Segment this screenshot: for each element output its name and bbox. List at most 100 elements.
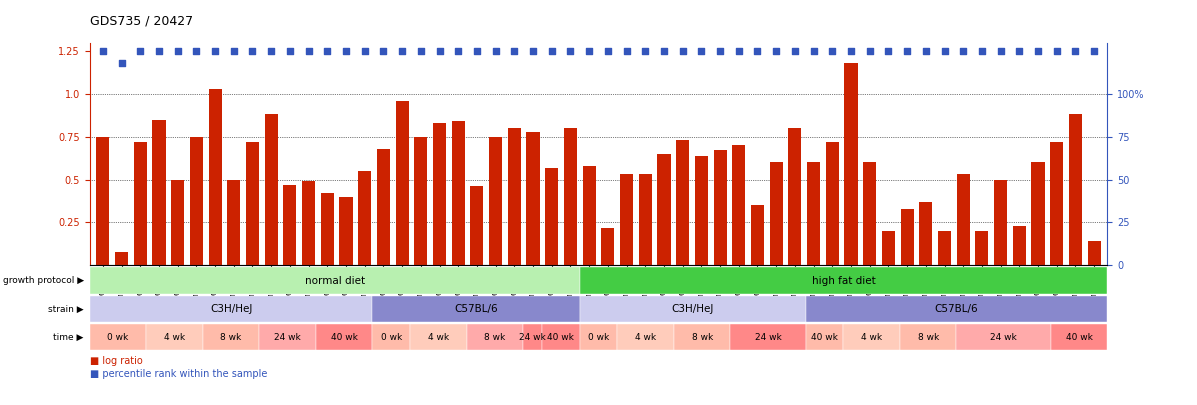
Bar <box>414 137 427 265</box>
Point <box>711 48 730 54</box>
Bar <box>713 151 727 265</box>
Point <box>317 48 336 54</box>
Point <box>916 48 935 54</box>
Text: 4 wk: 4 wk <box>636 333 656 342</box>
Text: 8 wk: 8 wk <box>918 333 938 342</box>
Text: 40 wk: 40 wk <box>330 333 358 342</box>
Bar <box>245 142 259 265</box>
Point <box>113 60 132 66</box>
Point <box>561 48 581 54</box>
Text: 8 wk: 8 wk <box>692 333 712 342</box>
Point <box>598 48 618 54</box>
Text: C57BL/6: C57BL/6 <box>935 304 978 314</box>
Point <box>673 48 692 54</box>
Point <box>748 48 767 54</box>
Text: 4 wk: 4 wk <box>861 333 882 342</box>
Text: 24 wk: 24 wk <box>274 333 300 342</box>
Point <box>542 48 561 54</box>
Bar <box>676 140 689 265</box>
Point <box>206 48 225 54</box>
Point <box>412 48 431 54</box>
Bar <box>863 162 876 265</box>
Point <box>1010 48 1029 54</box>
Text: 0 wk: 0 wk <box>588 333 609 342</box>
Bar <box>190 137 203 265</box>
Point <box>954 48 973 54</box>
Text: 24 wk: 24 wk <box>519 333 546 342</box>
Point <box>224 48 243 54</box>
Point <box>636 48 655 54</box>
Point <box>1047 48 1067 54</box>
Text: ■ percentile rank within the sample: ■ percentile rank within the sample <box>90 369 267 379</box>
Bar <box>844 63 857 265</box>
Bar <box>807 162 820 265</box>
Point <box>393 48 412 54</box>
Bar <box>789 128 802 265</box>
Point <box>822 48 841 54</box>
Text: 4 wk: 4 wk <box>164 333 186 342</box>
Point <box>280 48 299 54</box>
Bar <box>733 145 746 265</box>
Point <box>93 48 113 54</box>
Text: 8 wk: 8 wk <box>220 333 242 342</box>
Text: C57BL/6: C57BL/6 <box>454 304 498 314</box>
Bar <box>601 228 614 265</box>
Bar <box>171 179 184 265</box>
Text: 24 wk: 24 wk <box>990 333 1017 342</box>
Point <box>486 48 505 54</box>
Text: time ▶: time ▶ <box>54 333 84 342</box>
Bar <box>508 128 521 265</box>
Point <box>841 48 861 54</box>
Point <box>523 48 542 54</box>
Point <box>692 48 711 54</box>
Text: C3H/HeJ: C3H/HeJ <box>209 304 253 314</box>
Text: 8 wk: 8 wk <box>485 333 505 342</box>
Text: GDS735 / 20427: GDS735 / 20427 <box>90 14 193 27</box>
Point <box>861 48 880 54</box>
Bar <box>265 115 278 265</box>
Point <box>243 48 262 54</box>
Bar <box>433 123 446 265</box>
Bar <box>284 185 297 265</box>
Text: normal diet: normal diet <box>305 276 365 286</box>
Bar <box>583 166 596 265</box>
Bar <box>694 156 707 265</box>
Bar <box>208 89 221 265</box>
Point <box>168 48 187 54</box>
Bar <box>358 171 371 265</box>
Text: 40 wk: 40 wk <box>1065 333 1093 342</box>
Bar <box>302 181 315 265</box>
Text: 0 wk: 0 wk <box>381 333 402 342</box>
Bar <box>377 149 390 265</box>
Text: 0 wk: 0 wk <box>108 333 128 342</box>
Point <box>262 48 281 54</box>
Point <box>655 48 674 54</box>
Bar <box>451 122 464 265</box>
Point <box>1084 48 1104 54</box>
Bar <box>227 179 241 265</box>
Point <box>336 48 356 54</box>
Bar <box>490 137 503 265</box>
Bar <box>770 162 783 265</box>
Bar <box>751 205 764 265</box>
Bar <box>994 179 1007 265</box>
Bar <box>96 137 109 265</box>
Point <box>373 48 393 54</box>
Point <box>972 48 991 54</box>
Bar <box>919 202 932 265</box>
Point <box>935 48 954 54</box>
Text: 4 wk: 4 wk <box>427 333 449 342</box>
Point <box>766 48 785 54</box>
Bar <box>1088 241 1101 265</box>
Bar <box>1050 142 1063 265</box>
Text: ■ log ratio: ■ log ratio <box>90 356 142 367</box>
Bar <box>134 142 147 265</box>
Bar <box>639 175 652 265</box>
Bar <box>115 252 128 265</box>
Bar <box>826 142 839 265</box>
Bar <box>340 197 353 265</box>
Point <box>150 48 169 54</box>
Point <box>1065 48 1084 54</box>
Bar <box>564 128 577 265</box>
Bar <box>900 209 913 265</box>
